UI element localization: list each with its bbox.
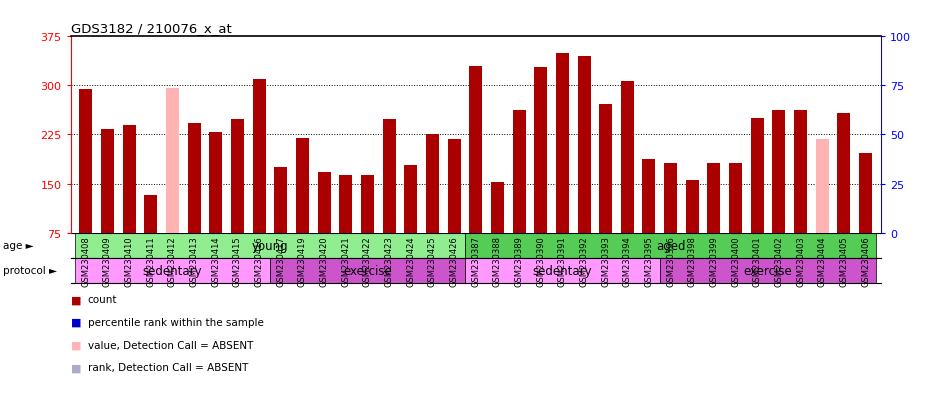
Bar <box>816 140 829 282</box>
Text: count: count <box>88 294 117 304</box>
Bar <box>75 233 465 258</box>
Text: sedentary: sedentary <box>142 264 203 277</box>
Text: age ►: age ► <box>3 240 34 251</box>
Bar <box>79 89 92 282</box>
Bar <box>339 176 352 282</box>
Text: sedentary: sedentary <box>532 264 593 277</box>
Text: exercise: exercise <box>343 264 392 277</box>
Bar <box>209 133 222 282</box>
Text: ■: ■ <box>71 363 81 373</box>
Text: aged: aged <box>656 239 686 252</box>
Text: ■: ■ <box>71 294 81 304</box>
Text: ■: ■ <box>71 340 81 350</box>
Bar <box>296 138 309 282</box>
Bar <box>101 130 114 282</box>
Bar <box>404 166 417 282</box>
Bar <box>534 68 547 282</box>
Bar <box>751 119 764 282</box>
Bar <box>491 183 504 282</box>
Bar <box>577 57 591 282</box>
Text: protocol ►: protocol ► <box>3 266 57 275</box>
Bar <box>707 163 721 282</box>
Bar <box>317 173 331 282</box>
Bar <box>729 163 742 282</box>
Bar <box>426 135 439 282</box>
Text: GDS3182 / 210076_x_at: GDS3182 / 210076_x_at <box>71 22 232 35</box>
Bar <box>465 258 659 283</box>
Bar <box>382 120 396 282</box>
Bar <box>772 110 786 282</box>
Bar <box>231 120 244 282</box>
Bar <box>274 168 287 282</box>
Bar <box>187 124 201 282</box>
Text: young: young <box>252 239 288 252</box>
Bar <box>512 110 526 282</box>
Bar <box>642 160 656 282</box>
Text: ■: ■ <box>71 317 81 327</box>
Text: percentile rank within the sample: percentile rank within the sample <box>88 317 264 327</box>
Bar <box>837 114 851 282</box>
Bar <box>686 181 699 282</box>
Bar <box>556 54 569 282</box>
Bar <box>75 258 270 283</box>
Bar <box>252 80 266 282</box>
Bar <box>465 233 876 258</box>
Text: value, Detection Call = ABSENT: value, Detection Call = ABSENT <box>88 340 253 350</box>
Bar <box>447 140 461 282</box>
Bar <box>859 154 872 282</box>
Bar <box>621 82 634 282</box>
Bar <box>361 176 374 282</box>
Bar <box>144 195 157 282</box>
Bar <box>664 163 677 282</box>
Bar <box>122 125 136 282</box>
Bar <box>270 258 465 283</box>
Bar <box>166 89 179 282</box>
Bar <box>659 258 876 283</box>
Bar <box>469 66 482 282</box>
Text: exercise: exercise <box>744 264 792 277</box>
Bar <box>794 110 807 282</box>
Bar <box>599 104 612 282</box>
Text: rank, Detection Call = ABSENT: rank, Detection Call = ABSENT <box>88 363 248 373</box>
